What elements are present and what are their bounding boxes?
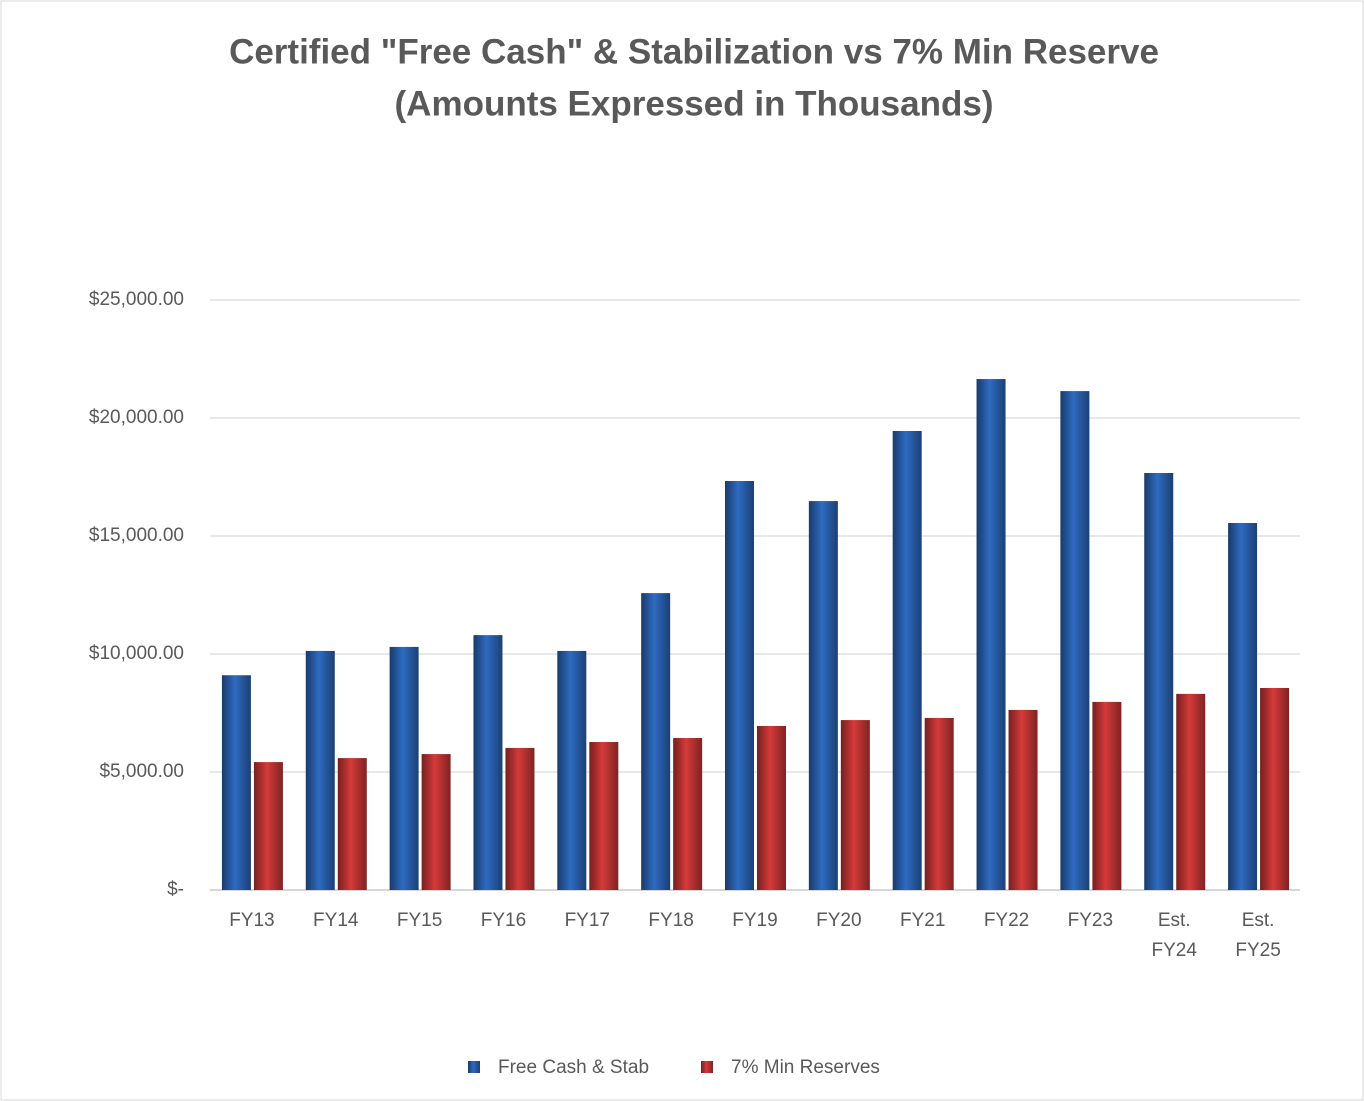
x-tick-label: FY22 — [983, 910, 1030, 931]
bar — [840, 720, 870, 890]
bar — [892, 430, 922, 890]
bar — [757, 725, 786, 890]
bar — [421, 754, 451, 890]
x-tick-label-box: FY19 — [732, 910, 778, 931]
bar — [1144, 472, 1174, 890]
x-tick-label-box: FY21 — [899, 910, 946, 931]
x-tick-label: Est. FY24 — [1151, 910, 1197, 961]
bar — [589, 742, 619, 890]
x-tick-label: FY16 — [480, 910, 527, 931]
y-tick-label: $5,000.00 — [99, 761, 184, 782]
x-tick-label-box: Est. FY24 — [1151, 910, 1197, 961]
x-tick-label: FY19 — [732, 910, 778, 931]
bar — [673, 738, 703, 890]
bar — [1176, 693, 1206, 890]
x-tick-label: FY15 — [396, 910, 443, 931]
bar — [808, 501, 838, 890]
x-tick-label: FY20 — [816, 910, 862, 931]
x-tick-label-box: FY23 — [1067, 910, 1114, 931]
bar — [1008, 709, 1038, 890]
x-tick-label: FY21 — [899, 910, 946, 931]
legend-label: Free Cash & Stab — [498, 1057, 649, 1078]
x-tick-label-box: FY13 — [229, 910, 275, 931]
x-tick-label: FY13 — [229, 910, 275, 931]
chart-title: Certified "Free Cash" & Stabilization vs… — [229, 32, 1159, 71]
bar — [221, 675, 251, 890]
bar — [473, 635, 503, 890]
bar — [641, 593, 671, 890]
bar — [389, 646, 419, 890]
bar — [337, 758, 367, 890]
x-tick-label: FY23 — [1067, 910, 1114, 931]
x-tick-label: FY14 — [313, 910, 359, 931]
x-tick-label-box: FY18 — [648, 910, 694, 931]
bar — [1060, 391, 1090, 890]
chart-subtitle: (Amounts Expressed in Thousands) — [395, 84, 994, 123]
x-tick-label-box: FY16 — [480, 910, 527, 931]
x-tick-label: FY18 — [648, 910, 694, 931]
y-tick-label: $15,000.00 — [89, 525, 184, 546]
y-tick-label: $20,000.00 — [89, 407, 184, 428]
y-tick-label: $25,000.00 — [89, 289, 184, 310]
bar — [924, 717, 954, 890]
y-tick-label: $10,000.00 — [89, 643, 184, 664]
y-tick-label: $- — [167, 879, 184, 900]
bar — [305, 650, 335, 890]
x-tick-label-box: FY22 — [983, 910, 1030, 931]
x-tick-label-box: FY15 — [396, 910, 443, 931]
x-tick-label: FY17 — [564, 910, 610, 931]
bar — [1260, 687, 1290, 890]
legend-swatch — [701, 1061, 713, 1073]
x-tick-label-box: FY14 — [313, 910, 359, 931]
legend-swatch — [468, 1061, 480, 1073]
x-tick-label: Est. FY25 — [1235, 910, 1281, 961]
x-tick-label-box: FY20 — [816, 910, 862, 931]
bar — [976, 379, 1006, 890]
bar — [253, 762, 283, 890]
bar — [1092, 701, 1122, 890]
bar — [505, 747, 535, 890]
x-tick-label-box: Est. FY25 — [1235, 910, 1281, 961]
legend-label: 7% Min Reserves — [731, 1057, 880, 1078]
bar — [725, 481, 754, 890]
bar — [557, 650, 587, 890]
bar — [1228, 523, 1258, 890]
x-tick-label-box: FY17 — [564, 910, 610, 931]
